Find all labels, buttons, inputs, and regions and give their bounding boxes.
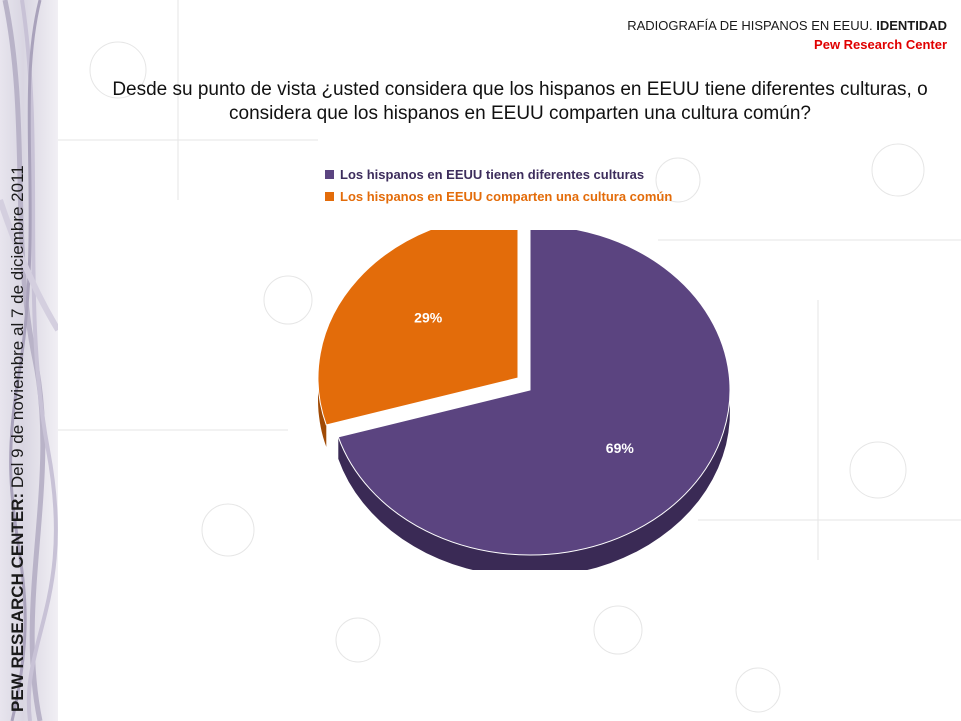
- legend-swatch-orange: [325, 191, 334, 201]
- pie-slice-2: [317, 230, 519, 426]
- chart-title: Desde su punto de vista ¿usted considera…: [112, 79, 928, 124]
- legend-item-cultura-comun: Los hispanos en EEUU comparten una cultu…: [325, 185, 672, 207]
- header-title: RADIOGRAFÍA DE HISPANOS EN EEUU. IDENTID…: [627, 18, 947, 33]
- legend-label-cultura-comun: Los hispanos en EEUU comparten una cultu…: [340, 188, 673, 204]
- survey-dates-text: Del 9 de noviembre al 7 de diciembre 201…: [8, 165, 27, 493]
- decorative-side-strip: [0, 0, 58, 721]
- survey-dates-note: PEW RESEARCH CENTER: Del 9 de noviembre …: [8, 165, 28, 712]
- survey-source-label: PEW RESEARCH CENTER:: [8, 492, 27, 712]
- pie-slice-1: [337, 230, 731, 556]
- legend-item-diferentes-culturas: Los hispanos en EEUU tienen diferentes c…: [325, 163, 672, 185]
- legend-label-diferentes-culturas: Los hispanos en EEUU tienen diferentes c…: [340, 166, 645, 182]
- header-title-prefix: RADIOGRAFÍA DE HISPANOS EN EEUU.: [627, 18, 877, 33]
- pie-slice-label-2: 29%: [414, 310, 443, 326]
- legend-swatch-purple: [325, 169, 334, 179]
- header-title-bold: IDENTIDAD: [876, 18, 947, 33]
- header-source: Pew Research Center: [814, 37, 947, 52]
- pie-slice-label-1: 69%: [606, 440, 635, 456]
- chart-legend: Los hispanos en EEUU tienen diferentes c…: [325, 163, 672, 207]
- background-watermark: [58, 0, 961, 713]
- pie-chart: 69% 29%: [317, 230, 731, 570]
